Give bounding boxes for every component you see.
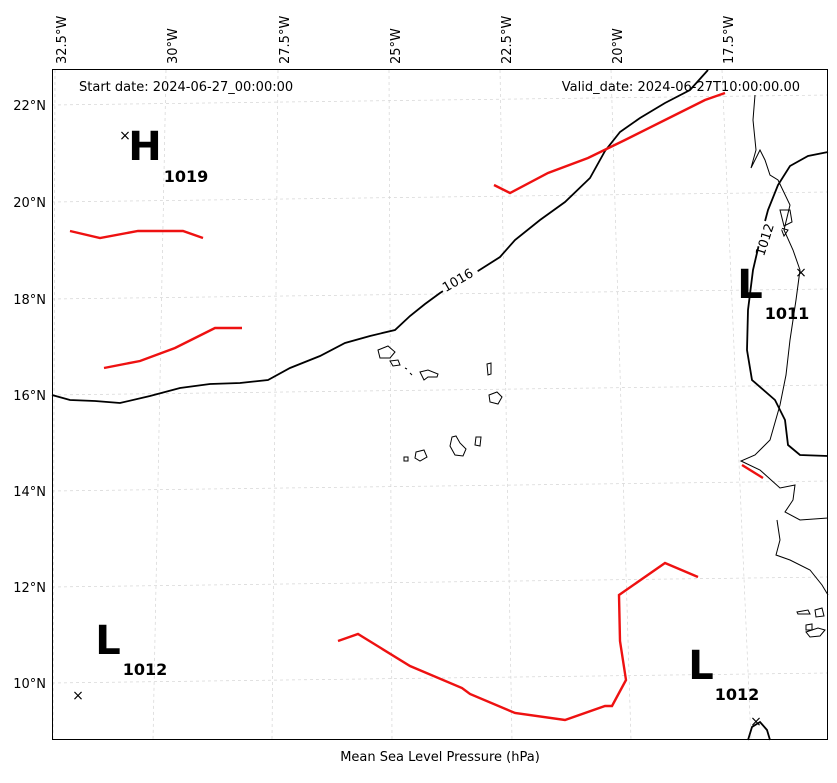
island-fogo — [414, 449, 428, 462]
front-5 — [337, 561, 699, 722]
low-center-marker-southwest: × — [72, 688, 84, 704]
map-xlabel: Mean Sea Level Pressure (hPa) — [340, 750, 540, 765]
longitude-labels: 32.5°W 30°W 27.5°W 25°W 22.5°W 20°W 17.5… — [55, 16, 737, 64]
low-center-value-southeast: 1012 — [715, 685, 760, 704]
isobar-1016 — [51, 69, 709, 404]
front-4 — [741, 463, 764, 480]
island-maio — [474, 436, 482, 447]
island-boa-vista — [488, 391, 503, 405]
lat-label: 18°N — [13, 293, 46, 308]
front-2 — [103, 326, 242, 370]
front-3 — [493, 91, 726, 195]
lat-label: 22°N — [13, 99, 46, 114]
high-center-label: H — [128, 124, 161, 170]
island-sal — [486, 362, 492, 376]
island-sao-vicente — [389, 359, 401, 367]
graticule — [51, 69, 829, 741]
low-center-label-southeast: L — [688, 643, 714, 689]
valid-date: Valid_date: 2024-06-27T10:00:00.00 — [562, 80, 800, 95]
lon-label: 27.5°W — [278, 16, 293, 64]
isobar-1012 — [746, 151, 829, 457]
island-brava — [403, 456, 409, 462]
low-center-marker-east: × — [795, 265, 807, 281]
fronts — [69, 91, 764, 722]
coastline-africa — [739, 94, 829, 596]
lat-label: 16°N — [13, 389, 46, 404]
lat-label: 20°N — [13, 196, 46, 211]
start-date: Start date: 2024-06-27_00:00:00 — [79, 80, 293, 95]
lon-label: 17.5°W — [722, 16, 737, 64]
low-center-label-east: L — [737, 262, 763, 308]
low-center-value-east: 1011 — [765, 304, 810, 323]
latitude-labels: 22°N 20°N 18°N 16°N 14°N 12°N 10°N — [13, 99, 46, 692]
lon-label: 32.5°W — [55, 16, 70, 64]
lat-label: 10°N — [13, 677, 46, 692]
lon-label: 22.5°W — [500, 16, 515, 64]
low-center-marker-southeast: × — [750, 714, 762, 730]
lon-label: 20°W — [611, 28, 626, 64]
front-1 — [69, 229, 204, 240]
pressure-centers: × H 1019 × L 1011 × L 1012 × L 1012 — [72, 124, 809, 730]
lat-label: 14°N — [13, 485, 46, 500]
island-santiago — [449, 435, 467, 457]
lon-label: 25°W — [389, 28, 404, 64]
high-center-value: 1019 — [164, 167, 209, 186]
isobar-1012-south — [747, 720, 771, 741]
island-sao-nicolau — [419, 369, 439, 381]
low-center-value-southwest: 1012 — [123, 660, 168, 679]
island-santo-antao — [377, 345, 396, 359]
high-center-marker: × — [119, 128, 131, 144]
low-center-label-southwest: L — [95, 618, 121, 664]
map-frame — [52, 69, 828, 740]
lat-label: 12°N — [13, 581, 46, 596]
lon-label: 30°W — [166, 28, 181, 64]
coastline — [377, 94, 829, 638]
